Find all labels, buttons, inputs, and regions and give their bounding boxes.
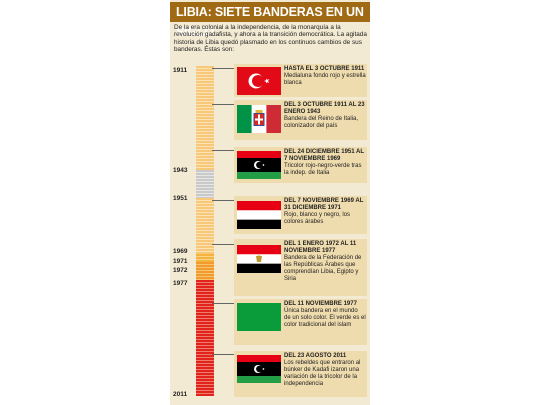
connector-line bbox=[212, 244, 234, 245]
flag-entry: HASTA EL 3 OCTUBRE 1911 Medialuna fondo r… bbox=[234, 64, 367, 97]
entry-date: DEL 24 DICIEMBRE 1951 AL 7 NOVIEMBRE 196… bbox=[284, 149, 364, 162]
entry-date: DEL 1 ENERO 1972 AL 11 NOVIEMBRE 1977 bbox=[284, 241, 357, 254]
connector-line bbox=[212, 104, 234, 105]
flag-entry: DEL 23 AGOSTO 2011 Los rebeldes que entra… bbox=[234, 351, 367, 397]
year-label: 1972 bbox=[173, 267, 188, 274]
green-jamahiriya-flag-icon bbox=[237, 303, 281, 331]
entry-date: DEL 23 AGOSTO 2011 bbox=[284, 353, 347, 359]
flag-entry: DEL 3 OCTUBRE 1911 AL 23 ENERO 1943 Bande… bbox=[234, 100, 367, 140]
timeline-segment-1969 bbox=[196, 254, 214, 262]
connector-line bbox=[212, 150, 234, 151]
page-title: LIBIA: SIETE BANDERAS EN UN SIGLO bbox=[170, 2, 370, 39]
entry-date: DEL 3 OCTUBRE 1911 AL 23 ENERO 1943 bbox=[284, 102, 365, 115]
entry-description: Tricolor rojo-negro-verde tras la indep.… bbox=[284, 163, 362, 176]
entry-date: DEL 7 NOVIEMBRE 1969 AL 31 DICIEMBRE 197… bbox=[284, 198, 364, 211]
entry-date: HASTA EL 3 OCTUBRE 1911 bbox=[284, 66, 365, 72]
entry-description: Medialuna fondo rojo y estrella blanca bbox=[284, 73, 366, 86]
year-label: 1943 bbox=[173, 167, 188, 174]
libyan-arab-republic-flag-icon bbox=[237, 201, 281, 229]
libya-independence-tricolor-flag-icon bbox=[237, 355, 281, 383]
timeline-segment-kingdom bbox=[196, 198, 214, 254]
entry-description: Los rebeldes que entraron al búnker de K… bbox=[284, 360, 361, 387]
ottoman-flag-icon bbox=[237, 67, 281, 95]
year-label: 1969 bbox=[173, 248, 188, 255]
intro-text: De la era colonial a la independencia, d… bbox=[174, 24, 367, 54]
flag-entry: DEL 7 NOVIEMBRE 1969 AL 31 DICIEMBRE 197… bbox=[234, 196, 367, 234]
timeline-segment-gaddafi bbox=[196, 280, 214, 396]
kingdom-of-libya-flag-icon bbox=[237, 151, 281, 179]
entry-date: DEL 11 NOVIEMBRE 1977 bbox=[284, 301, 357, 307]
entry-description: Bandera de la Federación de las Repúblic… bbox=[284, 255, 362, 282]
entry-description: Rojo, blanco y negro, los colores árabes bbox=[284, 212, 351, 225]
year-label: 1951 bbox=[173, 195, 188, 202]
connector-line bbox=[212, 68, 234, 69]
connector-line bbox=[212, 303, 234, 304]
flag-entry: DEL 11 NOVIEMBRE 1977 Única bandera en el… bbox=[234, 299, 367, 345]
flag-entry: DEL 1 ENERO 1972 AL 11 NOVIEMBRE 1977 Ban… bbox=[234, 239, 367, 296]
year-label: 1977 bbox=[173, 280, 188, 287]
entry-description: Bandera del Reino de Italia, colonizador… bbox=[284, 116, 359, 129]
timeline-segment-italy bbox=[196, 66, 214, 170]
connector-line bbox=[212, 354, 234, 355]
kingdom-of-italy-flag-icon bbox=[237, 105, 281, 133]
year-label: 2011 bbox=[173, 391, 188, 398]
connector-line bbox=[212, 200, 234, 201]
year-label: 1911 bbox=[173, 67, 188, 74]
timeline-segment-1972 bbox=[196, 262, 214, 280]
year-label: 1971 bbox=[173, 258, 188, 265]
timeline-segment-occupation bbox=[196, 170, 214, 198]
flag-entry: DEL 24 DICIEMBRE 1951 AL 7 NOVIEMBRE 196… bbox=[234, 147, 367, 183]
federation-arab-republics-flag-icon bbox=[237, 245, 281, 273]
entry-description: Única bandera en el mundo de un solo col… bbox=[284, 308, 366, 328]
timeline-bar bbox=[196, 66, 214, 396]
